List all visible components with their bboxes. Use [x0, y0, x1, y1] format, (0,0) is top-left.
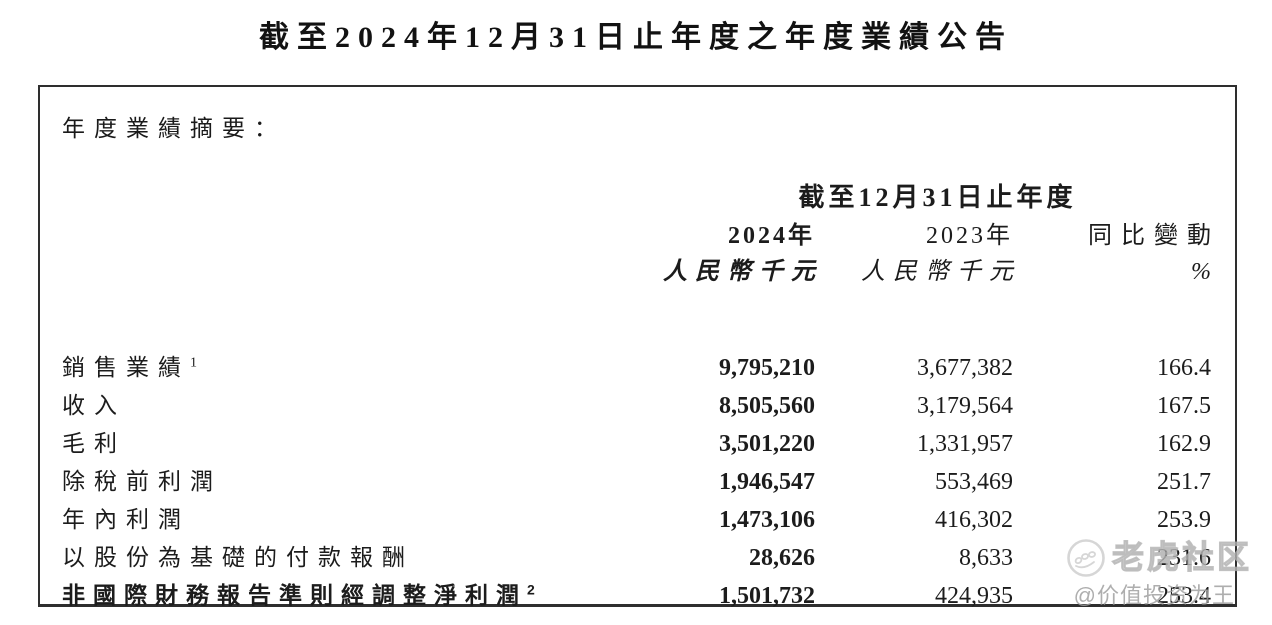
value-2023: 3,179,564 [917, 393, 1013, 419]
unit-2024: 人民幣千元 [663, 259, 823, 285]
value-2024: 28,626 [749, 545, 815, 571]
column-header-2023: 2023年 [926, 223, 1013, 249]
value-2024: 1,501,732 [719, 583, 815, 609]
table-row-profit-before-tax: 除稅前利潤 1,946,547 553,469 251.7 [40, 458, 1235, 496]
value-2023: 424,935 [935, 583, 1013, 609]
value-2023: 8,633 [959, 545, 1013, 571]
summary-heading: 年度業績摘要： [62, 115, 286, 141]
table-row-gross-profit: 毛利 3,501,220 1,331,957 162.9 [40, 420, 1235, 458]
period-header-cell: 截至12月31日止年度 [640, 177, 1235, 214]
value-2023: 416,302 [935, 507, 1013, 533]
year-header-row: 2024年 2023年 同比變動 [40, 214, 1235, 250]
value-2024: 1,946,547 [719, 469, 815, 495]
column-header-2024: 2024年 [728, 223, 815, 249]
footnote-marker: 2 [527, 581, 535, 598]
value-change: 162.9 [1157, 431, 1211, 457]
value-change: 253.9 [1157, 507, 1211, 533]
unit-change: % [1191, 259, 1211, 285]
value-2023: 1,331,957 [917, 431, 1013, 457]
row-label: 非國際財務報告準則經調整淨利潤2 [62, 581, 535, 608]
empty-cell [40, 177, 640, 214]
unit-2023: 人民幣千元 [861, 259, 1021, 285]
table-row-share-based-payment: 以股份為基礎的付款報酬 28,626 8,633 231.6 [40, 534, 1235, 572]
table-row-sales: 銷售業績1 9,795,210 3,677,382 166.4 [40, 344, 1235, 382]
row-label: 銷售業績1 [62, 355, 197, 380]
value-2024: 1,473,106 [719, 507, 815, 533]
value-2023: 3,677,382 [917, 355, 1013, 381]
results-summary-box: 年度業績摘要： 截至12月31日止年度 2024年 2023年 同比變動 人民幣… [38, 85, 1237, 610]
unit-header-row: 人民幣千元 人民幣千元 % [40, 250, 1235, 286]
value-2024: 8,505,560 [719, 393, 815, 419]
value-change: 253.4 [1157, 583, 1211, 609]
value-2024: 9,795,210 [719, 355, 815, 381]
row-label: 除稅前利潤 [62, 469, 222, 494]
row-label: 年內利潤 [62, 507, 190, 532]
footnote-marker: 1 [190, 355, 197, 371]
value-change: 166.4 [1157, 355, 1211, 381]
value-2023: 553,469 [935, 469, 1013, 495]
row-label: 收入 [62, 393, 126, 418]
column-header-change: 同比變動 [1088, 223, 1220, 249]
table-row-non-ifrs-adjusted-net-profit: 非國際財務報告準則經調整淨利潤2 1,501,732 424,935 253.4 [40, 572, 1235, 610]
empty-cell [40, 214, 640, 250]
empty-cell [40, 250, 640, 286]
value-change: 251.7 [1157, 469, 1211, 495]
value-change: 231.6 [1157, 545, 1211, 571]
row-label: 以股份為基礎的付款報酬 [62, 545, 414, 570]
page-title: 截至2024年12月31日止年度之年度業績公告 [259, 21, 1013, 54]
value-2024: 3,501,220 [719, 431, 815, 457]
spacer-row [40, 286, 1235, 344]
table-row-profit-for-year: 年內利潤 1,473,106 416,302 253.9 [40, 496, 1235, 534]
value-change: 167.5 [1157, 393, 1211, 419]
period-header-row: 截至12月31日止年度 [40, 177, 1235, 214]
period-header: 截至12月31日止年度 [798, 183, 1077, 212]
row-label: 毛利 [62, 431, 126, 456]
table-row-revenue: 收入 8,505,560 3,179,564 167.5 [40, 382, 1235, 420]
results-table: 截至12月31日止年度 2024年 2023年 同比變動 人民幣千元 人民幣千元… [40, 177, 1235, 610]
